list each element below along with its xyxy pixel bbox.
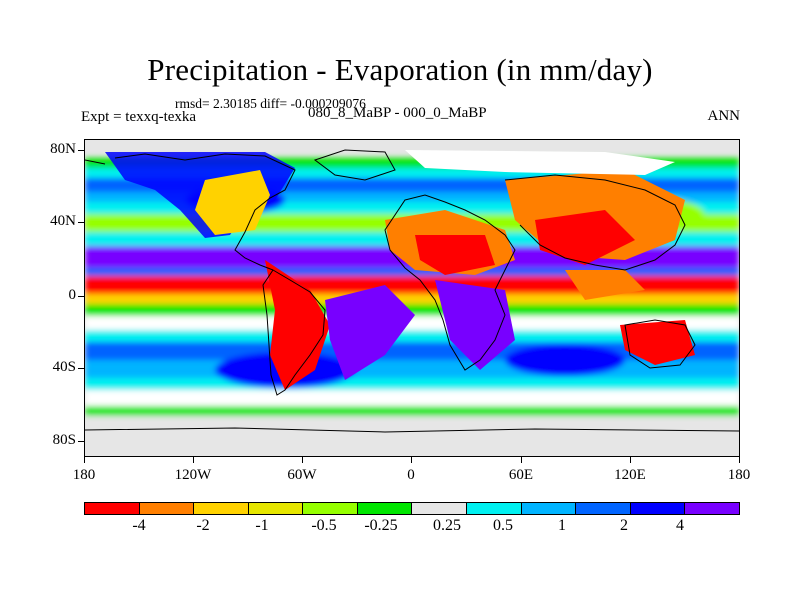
colorbar-swatch bbox=[303, 503, 358, 514]
experiment-label: Expt = texxq-texka bbox=[81, 109, 197, 125]
y-tick bbox=[78, 222, 84, 223]
x-tick-label: 60W bbox=[287, 467, 317, 483]
x-tick-label: 120W bbox=[174, 467, 212, 483]
x-tick-label: 180 bbox=[72, 467, 96, 483]
colorbar-label: 2 bbox=[620, 517, 628, 534]
y-tick-label: 80S bbox=[52, 432, 76, 448]
x-tick bbox=[630, 457, 631, 463]
season-label: ANN bbox=[707, 108, 741, 124]
colorbar bbox=[84, 502, 740, 515]
colorbar-label: -1 bbox=[255, 517, 269, 534]
y-tick bbox=[78, 150, 84, 151]
plot-title: Precipitation - Evaporation (in mm/day) bbox=[147, 52, 653, 87]
x-tick bbox=[193, 457, 194, 463]
stats-text: rmsd= 2.30185 diff= -0.000209076 bbox=[175, 96, 366, 111]
colorbar-swatch bbox=[412, 503, 468, 514]
period-label: 080_8_MaBP - 000_0_MaBP bbox=[308, 105, 487, 121]
colorbar-swatch bbox=[521, 503, 577, 514]
x-tick-label: 120E bbox=[614, 467, 646, 483]
colorbar-label: -2 bbox=[196, 517, 210, 534]
colorbar-label: 1 bbox=[558, 517, 566, 534]
y-tick-label: 80N bbox=[50, 141, 76, 157]
x-tick bbox=[739, 457, 740, 463]
colorbar-swatch bbox=[85, 503, 140, 514]
y-tick bbox=[78, 368, 84, 369]
colorbar-label: 4 bbox=[676, 517, 684, 534]
map-field bbox=[85, 140, 739, 456]
x-tick bbox=[521, 457, 522, 463]
map-panel bbox=[84, 139, 740, 457]
colorbar-label: 0.5 bbox=[493, 517, 513, 534]
y-tick bbox=[78, 296, 84, 297]
y-tick bbox=[78, 441, 84, 442]
y-tick-label: 40N bbox=[50, 213, 76, 229]
colorbar-swatch bbox=[248, 503, 304, 514]
x-tick-label: 0 bbox=[407, 467, 415, 483]
colorbar-label: 0.25 bbox=[433, 517, 461, 534]
x-tick-label: 180 bbox=[727, 467, 751, 483]
y-tick-label: 40S bbox=[52, 359, 76, 375]
colorbar-swatch bbox=[194, 503, 249, 514]
x-tick bbox=[411, 457, 412, 463]
land-fields bbox=[105, 150, 695, 390]
y-tick-label: 0 bbox=[68, 287, 77, 303]
colorbar-swatch bbox=[576, 503, 631, 514]
colorbar-label: -0.25 bbox=[364, 517, 398, 534]
colorbar-swatch bbox=[139, 503, 195, 514]
x-tick bbox=[84, 457, 85, 463]
coastlines bbox=[85, 149, 739, 433]
colorbar-label: -4 bbox=[132, 517, 146, 534]
colorbar-swatch bbox=[630, 503, 686, 514]
x-tick-label: 60E bbox=[508, 467, 534, 483]
colorbar-label: -0.5 bbox=[311, 517, 337, 534]
colorbar-swatch bbox=[357, 503, 413, 514]
colorbar-swatch bbox=[685, 503, 739, 514]
x-tick bbox=[302, 457, 303, 463]
colorbar-swatch bbox=[467, 503, 522, 514]
